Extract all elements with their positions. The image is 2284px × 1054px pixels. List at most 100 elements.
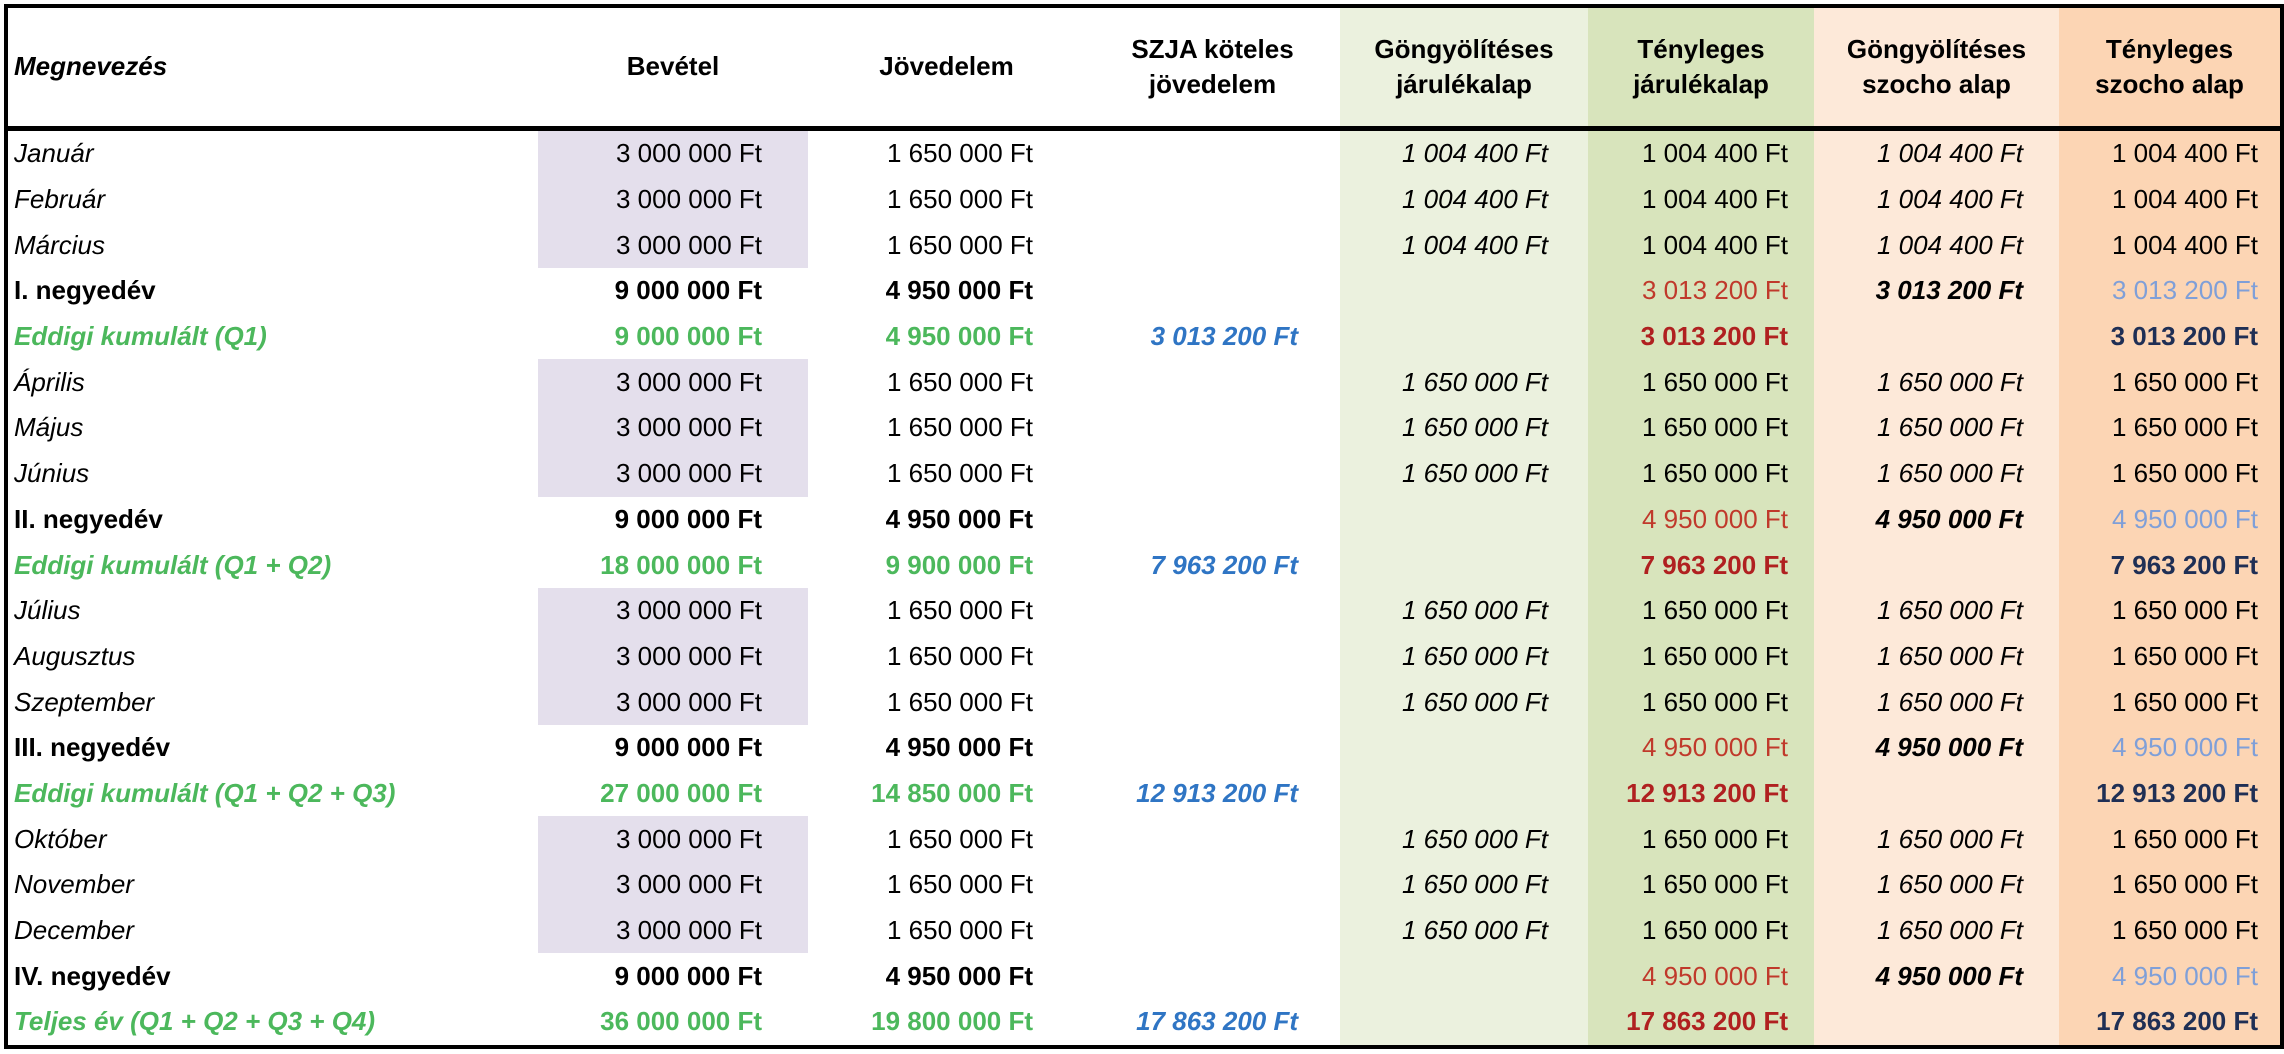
cell: 1 650 000 Ft — [1814, 907, 2059, 954]
cell: 3 000 000 Ft — [538, 679, 808, 725]
cell: 17 863 200 Ft — [1136, 1006, 1298, 1037]
cell: 4 950 000 Ft — [885, 321, 1033, 352]
cell: 4 950 000 Ft — [1588, 496, 1814, 543]
column-header: SZJA köteles jövedelem — [1085, 6, 1340, 131]
cell: 3 000 000 Ft — [538, 587, 808, 634]
cell — [1085, 634, 1340, 680]
table-row: Július 3 000 000 Ft 1 650 000 Ft 1 650 000 … — [6, 587, 2282, 634]
cell: 1 650 000 Ft — [1340, 587, 1588, 634]
page: Megnevezés Bevétel Jövedelem SZJA köteles j… — [4, 4, 2284, 1049]
cell: 1 650 000 Ft — [887, 640, 1033, 671]
cell — [1085, 953, 1340, 999]
row-label: Eddigi kumulált (Q1 + Q2 + Q3) — [14, 777, 396, 808]
cell: 9 000 000 Ft — [614, 960, 762, 991]
table-row: Augusztus 3 000 000 Ft 1 650 000 Ft 1 650 0… — [6, 633, 2282, 680]
table-row: Teljes év (Q1 + Q2 + Q3 + Q4) 36 000 000 … — [6, 999, 2282, 1047]
table-row: Október 3 000 000 Ft 1 650 000 Ft 1 650 000… — [6, 816, 2282, 862]
cell: 1 650 000 Ft — [887, 184, 1033, 215]
cell: 9 900 000 Ft — [885, 549, 1033, 580]
column-header: Tényleges járulékalap — [1588, 6, 1814, 131]
cell: 4 950 000 Ft — [2059, 953, 2282, 1000]
table-row: Június 3 000 000 Ft 1 650 000 Ft 1 650 000 … — [6, 450, 2282, 497]
cell: 1 004 400 Ft — [2059, 176, 2282, 223]
cell: 4 950 000 Ft — [885, 732, 1033, 763]
cell: 3 000 000 Ft — [538, 359, 808, 406]
cell: 1 650 000 Ft — [2059, 862, 2282, 908]
cell: 1 650 000 Ft — [887, 138, 1033, 169]
cell: 1 650 000 Ft — [2059, 587, 2282, 634]
cell: 1 650 000 Ft — [887, 686, 1033, 717]
cell — [1085, 862, 1340, 908]
cell: 9 000 000 Ft — [614, 321, 762, 352]
cell: 1 650 000 Ft — [1814, 633, 2059, 680]
cell: 17 863 200 Ft — [1588, 999, 1814, 1047]
cell: 3 000 000 Ft — [538, 128, 808, 177]
row-label: Teljes év (Q1 + Q2 + Q3 + Q4) — [14, 1006, 376, 1037]
cell: 1 650 000 Ft — [1588, 633, 1814, 680]
cell — [1340, 542, 1588, 588]
column-header: Jövedelem — [808, 6, 1085, 131]
cell: 3 000 000 Ft — [538, 907, 808, 954]
cell: 1 650 000 Ft — [2059, 405, 2282, 451]
cell — [1340, 268, 1588, 314]
cell: 14 850 000 Ft — [871, 777, 1033, 808]
row-label: I. negyedév — [14, 275, 156, 306]
cell: 1 650 000 Ft — [887, 595, 1033, 626]
cell: 3 013 200 Ft — [1588, 268, 1814, 314]
table-row: Február 3 000 000 Ft 1 650 000 Ft 1 004 400… — [6, 176, 2282, 223]
row-label: Eddigi kumulált (Q1 + Q2) — [14, 549, 332, 580]
cell: 1 650 000 Ft — [887, 229, 1033, 260]
cell: 1 650 000 Ft — [887, 869, 1033, 900]
cell: 12 913 200 Ft — [1136, 777, 1298, 808]
cell: 1 650 000 Ft — [887, 412, 1033, 443]
cell: 9 000 000 Ft — [614, 732, 762, 763]
cell: 4 950 000 Ft — [1814, 953, 2059, 1000]
cell: 4 950 000 Ft — [1814, 724, 2059, 771]
cell: 1 650 000 Ft — [1340, 359, 1588, 406]
cell: 1 650 000 Ft — [887, 823, 1033, 854]
cell: 3 013 200 Ft — [2059, 268, 2282, 314]
cell: 1 650 000 Ft — [1588, 679, 1814, 725]
cell: 1 650 000 Ft — [2059, 907, 2282, 954]
row-label: Május — [14, 412, 84, 443]
cell: 1 650 000 Ft — [1814, 359, 2059, 406]
row-label: IV. negyedév — [14, 960, 171, 991]
cell: 3 013 200 Ft — [1814, 268, 2059, 314]
cell — [1085, 405, 1340, 451]
cell: 4 950 000 Ft — [885, 960, 1033, 991]
row-label: December — [14, 915, 134, 946]
cell: 1 650 000 Ft — [1340, 862, 1588, 908]
cell: 1 004 400 Ft — [1814, 222, 2059, 269]
column-header: Tényleges szocho alap — [2059, 6, 2282, 131]
table-body: Január 3 000 000 Ft 1 650 000 Ft 1 004 400 … — [6, 128, 2282, 1047]
row-label: Július — [14, 595, 81, 626]
cell: 3 000 000 Ft — [538, 816, 808, 862]
cell: 1 650 000 Ft — [1340, 907, 1588, 954]
cell — [1085, 177, 1340, 223]
cell: 36 000 000 Ft — [600, 1006, 762, 1037]
cell: 1 650 000 Ft — [1588, 862, 1814, 908]
cell: 1 650 000 Ft — [887, 458, 1033, 489]
cell: 4 950 000 Ft — [1588, 724, 1814, 771]
cell: 1 004 400 Ft — [2059, 128, 2282, 177]
column-header: Göngyölítéses szocho alap — [1814, 6, 2059, 131]
cell: 3 000 000 Ft — [538, 633, 808, 680]
cell: 1 650 000 Ft — [1814, 862, 2059, 908]
cell: 19 800 000 Ft — [871, 1006, 1033, 1037]
cell: 27 000 000 Ft — [600, 777, 762, 808]
cell — [1340, 770, 1588, 817]
cell: 1 004 400 Ft — [1340, 176, 1588, 223]
cell: 4 950 000 Ft — [2059, 724, 2282, 771]
cell: 9 000 000 Ft — [614, 275, 762, 306]
row-label: November — [14, 869, 134, 900]
cell: 1 650 000 Ft — [2059, 633, 2282, 680]
table-row: II. negyedév 9 000 000 Ft 4 950 000 Ft 4 95… — [6, 496, 2282, 543]
cell: 7 963 200 Ft — [1588, 542, 1814, 588]
cell: 1 650 000 Ft — [1588, 405, 1814, 451]
cell: 12 913 200 Ft — [1588, 770, 1814, 817]
cell: 1 650 000 Ft — [2059, 359, 2282, 406]
cell: 1 004 400 Ft — [1588, 176, 1814, 223]
cell — [1814, 542, 2059, 588]
table-row: Március 3 000 000 Ft 1 650 000 Ft 1 004 400… — [6, 222, 2282, 269]
table-row: Eddigi kumulált (Q1 + Q2) 18 000 000 Ft 9 … — [6, 542, 2282, 588]
